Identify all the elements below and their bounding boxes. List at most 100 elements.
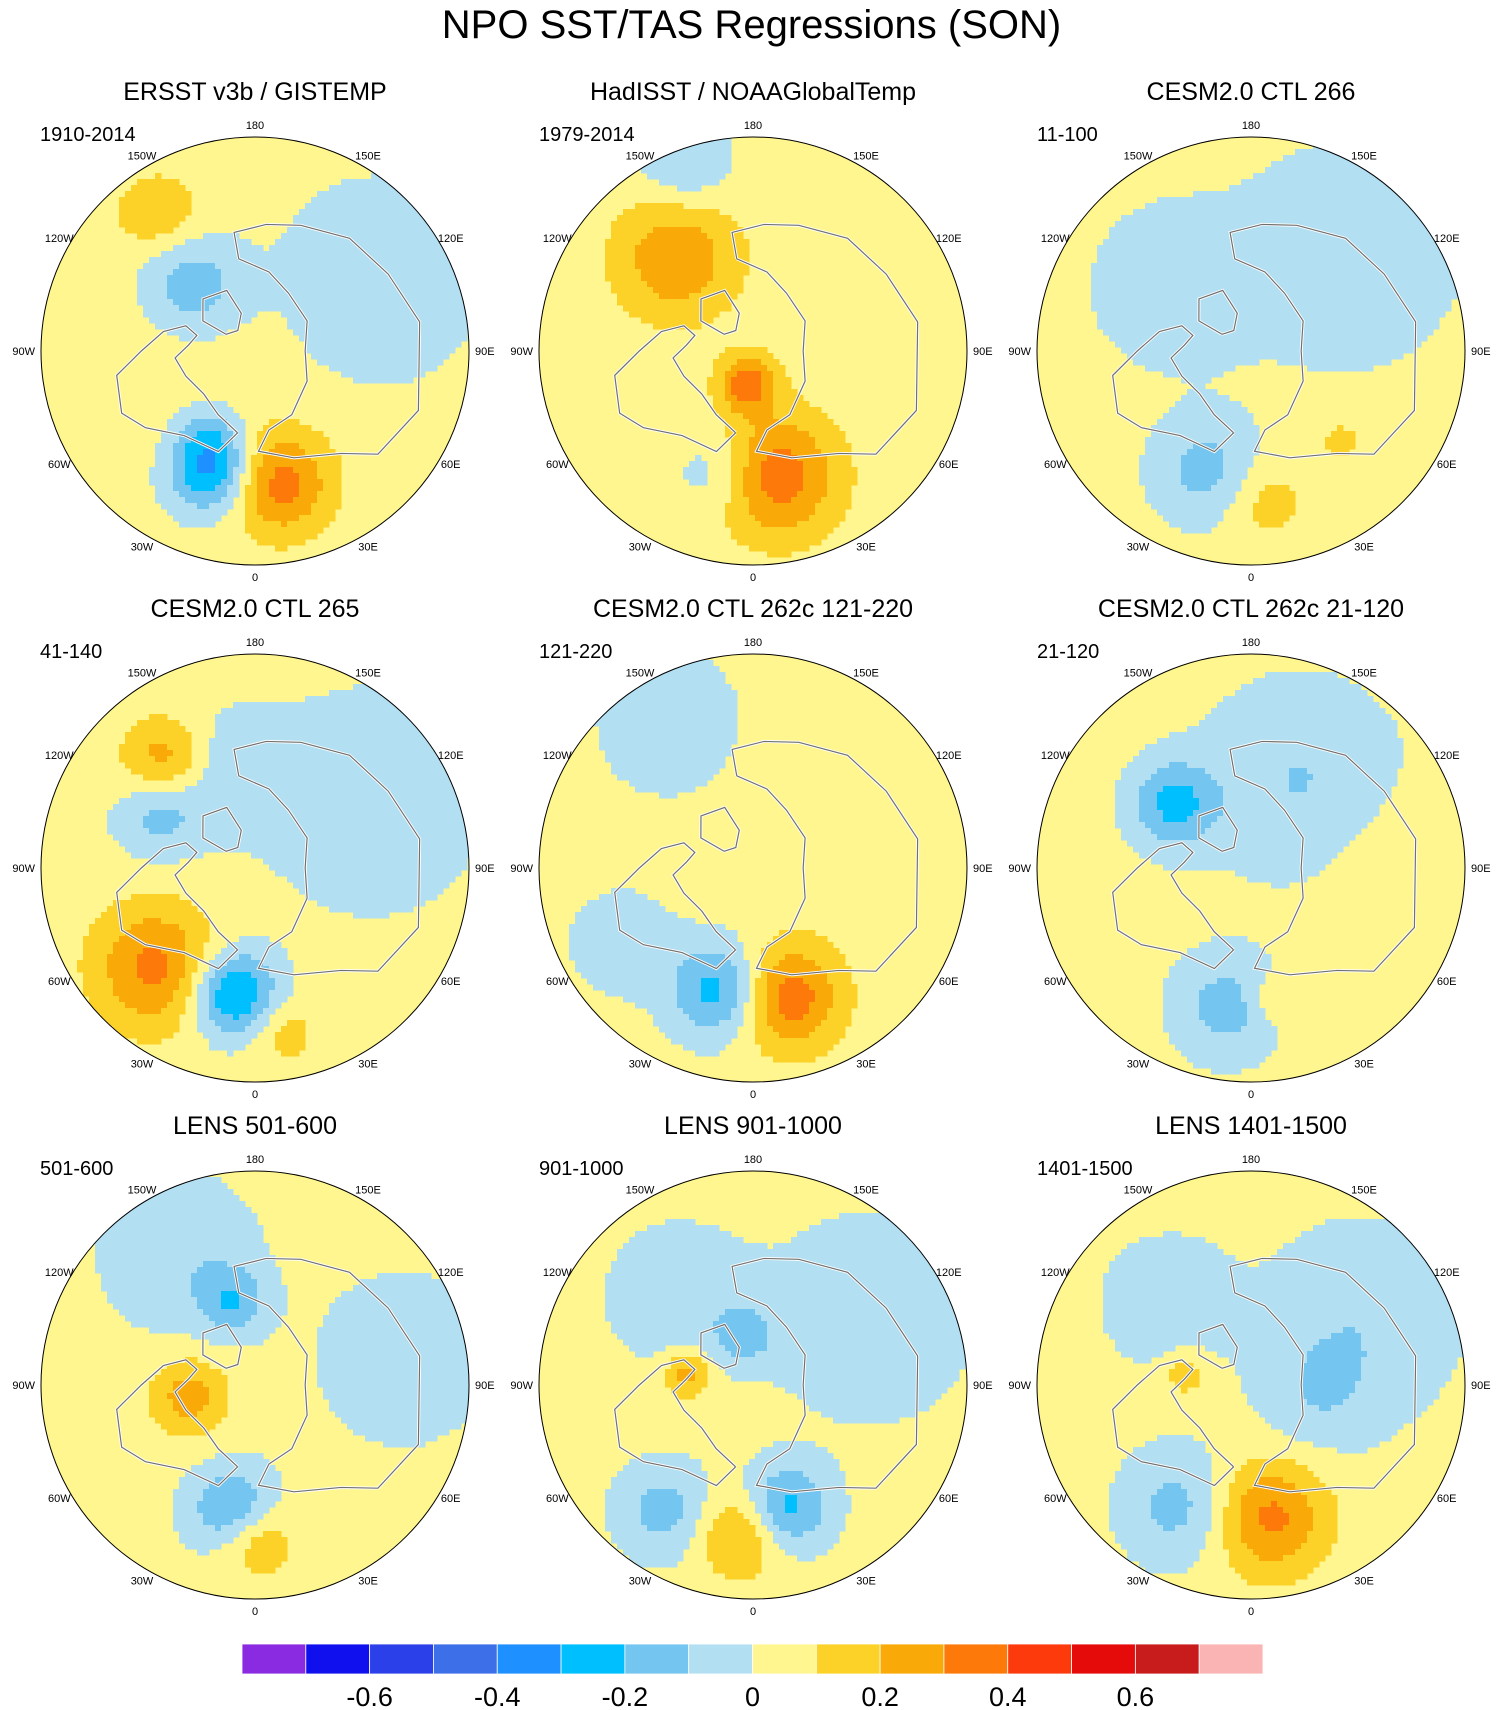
contour-cell bbox=[233, 425, 240, 432]
contour-cell bbox=[167, 323, 174, 330]
contour-cell bbox=[665, 281, 672, 288]
contour-cell bbox=[1415, 257, 1422, 264]
contour-cell bbox=[395, 197, 402, 204]
contour-cell bbox=[239, 461, 246, 468]
contour-cell bbox=[407, 269, 414, 276]
contour-cell bbox=[389, 341, 396, 348]
contour-cell bbox=[1157, 335, 1164, 342]
contour-cell bbox=[257, 509, 264, 516]
contour-cell bbox=[389, 233, 396, 240]
contour-cell bbox=[713, 251, 720, 258]
contour-cell bbox=[215, 467, 222, 474]
contour-cell bbox=[731, 275, 738, 282]
contour-cell bbox=[1169, 209, 1176, 216]
contour-cell bbox=[167, 185, 174, 192]
contour-cell bbox=[1247, 221, 1254, 228]
contour-cell bbox=[1295, 239, 1302, 246]
contour-cell bbox=[407, 263, 414, 270]
contour-cell bbox=[1373, 329, 1380, 336]
contour-cell bbox=[335, 281, 342, 288]
contour-cell bbox=[1187, 473, 1194, 480]
contour-cell bbox=[281, 257, 288, 264]
contour-cell bbox=[281, 419, 288, 426]
contour-cell bbox=[725, 353, 732, 360]
contour-cell bbox=[131, 209, 138, 216]
contour-cell bbox=[1157, 203, 1164, 210]
contour-cell bbox=[209, 455, 216, 462]
contour-cell bbox=[221, 311, 228, 318]
contour-cell bbox=[179, 281, 186, 288]
contour-cell bbox=[317, 311, 324, 318]
contour-cell bbox=[377, 377, 384, 384]
contour-cell bbox=[815, 491, 822, 498]
contour-cell bbox=[1427, 233, 1434, 240]
contour-cell bbox=[407, 323, 414, 330]
contour-cell bbox=[701, 305, 708, 312]
contour-cell bbox=[389, 377, 396, 384]
contour-cell bbox=[1157, 431, 1164, 438]
contour-cell bbox=[1277, 299, 1284, 306]
contour-cell bbox=[629, 251, 636, 258]
contour-cell bbox=[1109, 263, 1116, 270]
contour-cell bbox=[185, 467, 192, 474]
contour-cell bbox=[1433, 311, 1440, 318]
contour-cell bbox=[1241, 251, 1248, 258]
contour-cell bbox=[713, 281, 720, 288]
contour-cell bbox=[197, 317, 204, 324]
contour-cell bbox=[773, 431, 780, 438]
contour-cell bbox=[815, 467, 822, 474]
contour-cell bbox=[173, 485, 180, 492]
contour-cell bbox=[755, 461, 762, 468]
contour-cell bbox=[695, 311, 702, 318]
contour-cell bbox=[629, 239, 636, 246]
contour-cell bbox=[659, 287, 666, 294]
contour-cell bbox=[1181, 455, 1188, 462]
contour-cell bbox=[737, 527, 744, 534]
contour-cell bbox=[155, 185, 162, 192]
contour-cell bbox=[605, 269, 612, 276]
contour-cell bbox=[1397, 257, 1404, 264]
contour-cell bbox=[1151, 359, 1158, 366]
contour-cell bbox=[371, 251, 378, 258]
contour-cell bbox=[251, 521, 258, 528]
longitude-label: 120E bbox=[936, 233, 962, 245]
contour-cell bbox=[755, 347, 762, 354]
contour-cell bbox=[1211, 233, 1218, 240]
contour-cell bbox=[1199, 323, 1206, 330]
contour-cell bbox=[815, 461, 822, 468]
contour-cell bbox=[1355, 323, 1362, 330]
contour-cell bbox=[695, 455, 702, 462]
contour-cell bbox=[683, 257, 690, 264]
contour-cell bbox=[1229, 191, 1236, 198]
contour-cell bbox=[1205, 311, 1212, 318]
contour-cell bbox=[653, 299, 660, 306]
contour-cell bbox=[1301, 203, 1308, 210]
contour-cell bbox=[1103, 317, 1110, 324]
contour-cell bbox=[1361, 185, 1368, 192]
contour-cell bbox=[227, 317, 234, 324]
contour-cell bbox=[431, 233, 438, 240]
contour-cell bbox=[245, 311, 252, 318]
contour-cell bbox=[449, 251, 456, 258]
contour-cell bbox=[1187, 389, 1194, 396]
contour-cell bbox=[1403, 323, 1410, 330]
contour-cell bbox=[1415, 329, 1422, 336]
contour-cell bbox=[1151, 347, 1158, 354]
contour-cell bbox=[1277, 359, 1284, 366]
contour-cell bbox=[641, 227, 648, 234]
contour-cell bbox=[1235, 413, 1242, 420]
contour-cell bbox=[683, 215, 690, 222]
contour-cell bbox=[305, 431, 312, 438]
contour-cell bbox=[773, 407, 780, 414]
contour-cell bbox=[1331, 431, 1338, 438]
contour-cell bbox=[149, 185, 156, 192]
contour-cell bbox=[1373, 167, 1380, 174]
contour-cell bbox=[1199, 311, 1206, 318]
contour-cell bbox=[275, 533, 282, 540]
contour-cell bbox=[179, 413, 186, 420]
contour-cell bbox=[1397, 221, 1404, 228]
contour-cell bbox=[1175, 287, 1182, 294]
contour-cell bbox=[377, 239, 384, 246]
contour-cell bbox=[1163, 329, 1170, 336]
contour-cell bbox=[167, 299, 174, 306]
